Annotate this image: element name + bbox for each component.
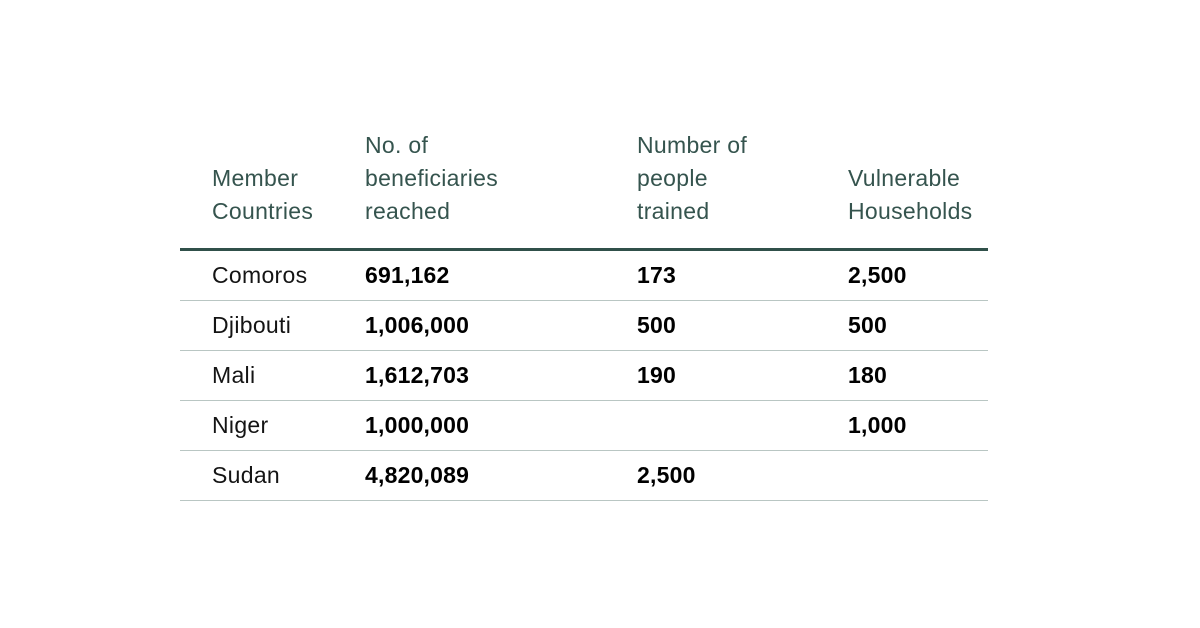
country-name: Sudan: [212, 462, 281, 488]
column-header-beneficiaries-reached: No. of beneficiaries reached: [365, 129, 637, 248]
table-row-mali: Mali 1,612,703 190 180: [180, 351, 988, 401]
table-header-row: Member Countries No. of beneficiaries re…: [180, 128, 988, 251]
trained-value: 2,500: [637, 462, 696, 488]
trained-value: 500: [637, 312, 676, 338]
header-line: Countries: [212, 198, 314, 224]
header-line: people: [637, 165, 708, 191]
header-line: beneficiaries: [365, 165, 499, 191]
country-name: Niger: [212, 412, 269, 438]
table-row-niger: Niger 1,000,000 1,000: [180, 401, 988, 451]
column-header-member-countries: Member Countries: [180, 162, 365, 248]
households-value: 500: [848, 312, 887, 338]
column-header-people-trained: Number of people trained: [637, 129, 848, 248]
beneficiaries-value: 1,000,000: [365, 412, 470, 438]
header-line: Number of: [637, 132, 748, 158]
beneficiaries-value: 1,612,703: [365, 362, 470, 388]
member-countries-table: Member Countries No. of beneficiaries re…: [180, 128, 988, 501]
table-row-comoros: Comoros 691,162 173 2,500: [180, 251, 988, 301]
header-line: reached: [365, 198, 451, 224]
trained-value: 173: [637, 262, 676, 288]
households-value: 180: [848, 362, 887, 388]
country-name: Mali: [212, 362, 256, 388]
beneficiaries-value: 1,006,000: [365, 312, 470, 338]
table-row-sudan: Sudan 4,820,089 2,500: [180, 451, 988, 501]
header-line: No. of: [365, 132, 429, 158]
households-value: 1,000: [848, 412, 907, 438]
table-row-djibouti: Djibouti 1,006,000 500 500: [180, 301, 988, 351]
beneficiaries-value: 691,162: [365, 262, 450, 288]
column-header-vulnerable-households: Vulnerable Households: [848, 162, 988, 248]
trained-value: 190: [637, 362, 676, 388]
beneficiaries-value: 4,820,089: [365, 462, 470, 488]
country-name: Djibouti: [212, 312, 292, 338]
country-name: Comoros: [212, 262, 308, 288]
header-line: Member: [212, 165, 299, 191]
header-line: Vulnerable: [848, 165, 961, 191]
header-line: Households: [848, 198, 973, 224]
households-value: 2,500: [848, 262, 907, 288]
header-line: trained: [637, 198, 710, 224]
